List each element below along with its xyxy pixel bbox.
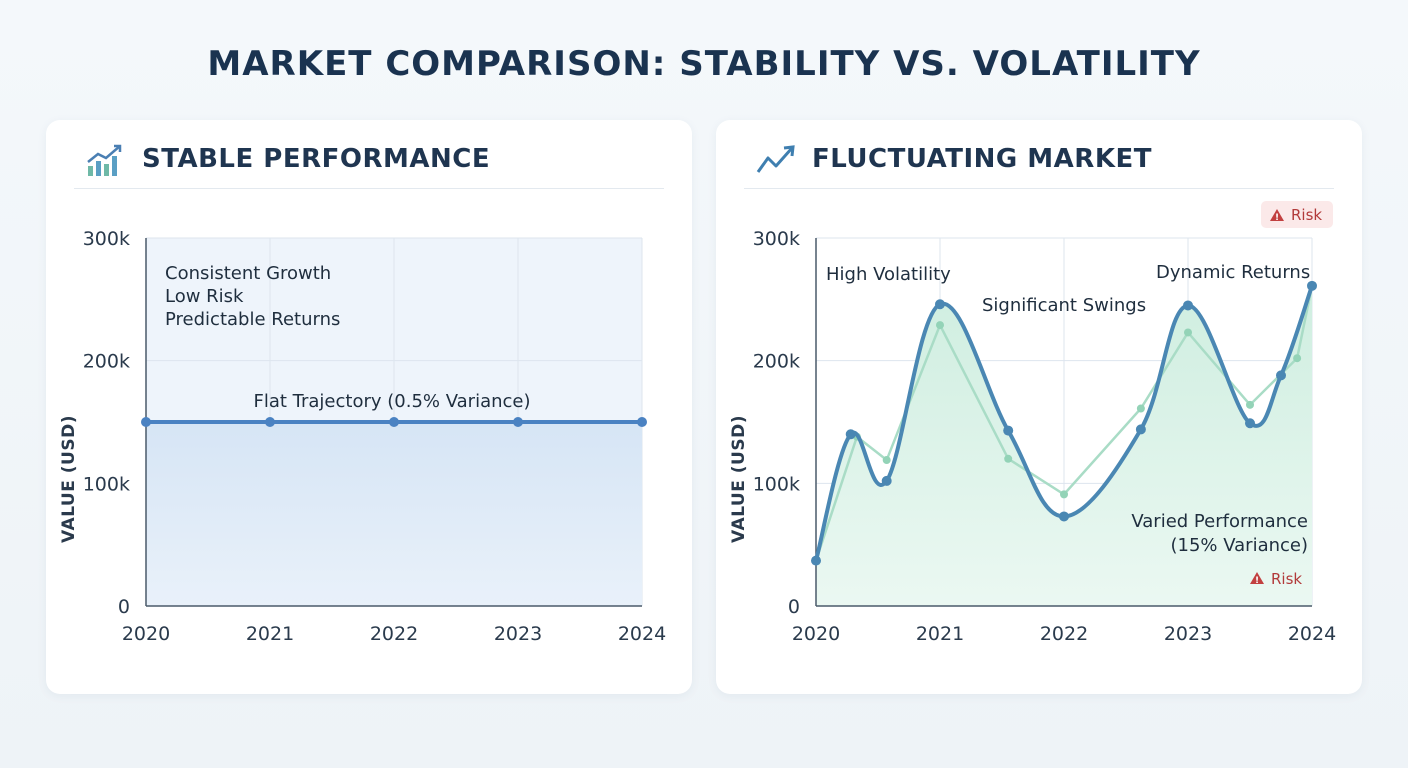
y-tick-label: 0 (788, 596, 800, 618)
risk-badge-top: ! Risk (1261, 201, 1333, 228)
main-data-point (1183, 300, 1193, 311)
x-tick-label: 2022 (370, 623, 418, 645)
secondary-series-points (852, 321, 1302, 499)
secondary-data-point (1004, 454, 1013, 463)
y-tick-label: 100k (753, 473, 800, 495)
x-tick-label: 2020 (792, 623, 840, 645)
main-data-point (935, 299, 945, 310)
secondary-data-point (1184, 328, 1192, 337)
annotation-consistent-growth: Consistent Growth (165, 263, 331, 284)
main-data-point (1135, 424, 1146, 435)
main-data-point (881, 475, 892, 486)
risk-badge-bottom: ! Risk (1250, 570, 1302, 588)
x-tick-label: 2021 (246, 623, 294, 645)
annotation-high-volatility: High Volatility (826, 264, 951, 285)
axes (815, 238, 1312, 607)
y-axis-label: VALUE (USD) (729, 415, 749, 543)
secondary-data-point (1136, 404, 1145, 413)
data-point (265, 417, 275, 427)
card-title: FLUCTUATING MARKET (812, 144, 1152, 174)
main-data-point (845, 429, 856, 440)
x-tick-label: 2023 (494, 623, 542, 645)
y-tick-label: 300k (83, 228, 130, 250)
fluctuating-market-card: FLUCTUATING MARKET 0 100k 200k 300k 2020 2021… (716, 120, 1362, 694)
annotation-flat-trajectory: Flat Trajectory (0.5% Variance) (253, 391, 530, 412)
stable-chart: 0 100k 200k 300k 2020 2021 2022 2023 2024 VALUE … (59, 228, 666, 645)
x-tick-label: 2020 (122, 623, 170, 645)
annotation-varied-performance: Varied Performance (1131, 511, 1308, 532)
main-data-point (811, 555, 821, 566)
secondary-data-point (1246, 400, 1254, 409)
stable-performance-card: STABLE PERFORMANCE 0 100k 200k 300k 2020 2021… (46, 120, 692, 694)
warning-icon (1270, 209, 1284, 221)
x-tick-label: 2024 (1288, 623, 1336, 645)
area-fill (146, 422, 642, 606)
risk-label: Risk (1271, 570, 1302, 588)
main-data-point (1307, 280, 1317, 291)
x-tick-label: 2024 (618, 623, 666, 645)
y-tick-label: 100k (83, 473, 130, 495)
x-tick-label: 2021 (916, 623, 964, 645)
tick-labels: 0 100k 200k 300k 2020 2021 2022 2023 2024 (753, 228, 1336, 645)
data-point (389, 417, 399, 427)
trend-line-icon (756, 145, 795, 173)
tick-labels: 0 100k 200k 300k 2020 2021 2022 2023 2024 (83, 228, 666, 645)
warning-icon (1250, 572, 1264, 584)
bar-chart-trend-icon (87, 144, 122, 176)
secondary-data-point (882, 456, 891, 465)
series (141, 417, 647, 427)
secondary-data-point (936, 321, 944, 330)
card-header: FLUCTUATING MARKET (744, 138, 1334, 189)
annotation-low-risk: Low Risk (165, 286, 244, 307)
annotation-significant-swings: Significant Swings (982, 295, 1146, 316)
main-series-points (811, 280, 1317, 566)
svg-text:!: ! (1275, 213, 1279, 223)
page-title: MARKET COMPARISON: STABILITY VS. VOLATIL… (207, 44, 1201, 84)
data-point (513, 417, 523, 427)
annotation-dynamic-returns: Dynamic Returns (1156, 262, 1310, 283)
main-data-point (1003, 425, 1014, 436)
card-header: STABLE PERFORMANCE (74, 138, 664, 189)
area-fill (816, 285, 1312, 606)
x-tick-label: 2022 (1040, 623, 1088, 645)
annotation-variance: (15% Variance) (1170, 535, 1308, 556)
data-point (141, 417, 151, 427)
annotation-predictable-returns: Predictable Returns (165, 309, 340, 330)
y-tick-label: 200k (753, 351, 800, 373)
card-title: STABLE PERFORMANCE (142, 144, 491, 174)
main-data-point (1245, 418, 1255, 429)
risk-label: Risk (1291, 206, 1322, 224)
svg-text:!: ! (1255, 576, 1259, 586)
y-tick-label: 0 (118, 596, 130, 618)
y-tick-label: 200k (83, 351, 130, 373)
main-data-point (1276, 370, 1286, 381)
main-data-point (1059, 511, 1069, 522)
y-axis-label: VALUE (USD) (59, 415, 79, 543)
data-point (637, 417, 647, 427)
secondary-data-point (1293, 354, 1302, 363)
y-tick-label: 300k (753, 228, 800, 250)
fluctuating-chart: 0 100k 200k 300k 2020 2021 2022 2023 2024 VALUE … (729, 201, 1336, 645)
secondary-data-point (1060, 490, 1068, 499)
x-tick-label: 2023 (1164, 623, 1212, 645)
